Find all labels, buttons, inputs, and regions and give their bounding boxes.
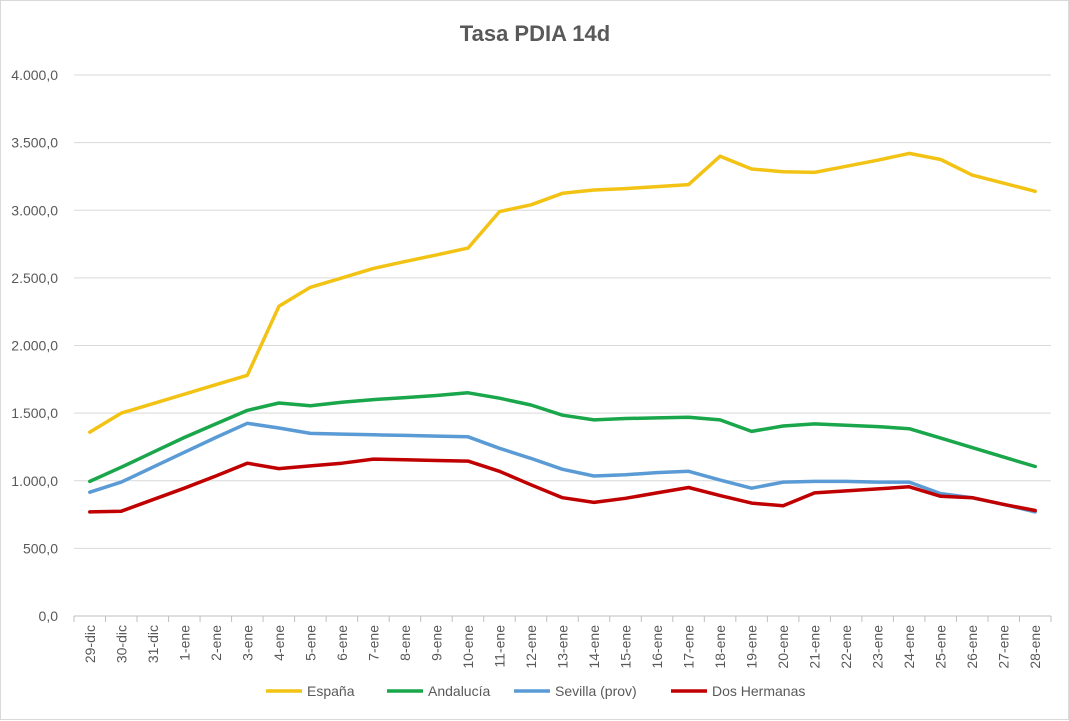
x-tick-label: 28-ene [1027,625,1043,669]
y-tick-label: 2.500,0 [11,270,58,286]
x-tick-label: 11-ene [491,625,507,668]
y-tick-label: 2.000,0 [11,338,58,354]
x-tick-label: 6-ene [334,625,350,661]
x-tick-label: 27-ene [996,625,1012,669]
legend: España Andalucía Sevilla (prov) Dos Hermana… [266,683,805,699]
x-axis: 29-dic 30-dic 31-dic 1-ene 2-ene 3-ene 4-ene 5-… [73,615,1052,669]
x-tick-label: 29-dic [82,625,98,663]
legend-label-sevilla-prov: Sevilla (prov) [555,683,637,699]
x-tick-label: 26-ene [964,625,980,669]
x-tick-label: 13-ene [555,625,571,669]
gridlines [74,74,1051,549]
x-tick-label: 12-ene [523,625,539,669]
y-tick-label: 3.500,0 [11,135,58,151]
x-tick-label: 1-ene [176,625,192,661]
x-tick-label: 25-ene [933,625,949,669]
series-lines [88,151,1037,514]
series-line-dos-hermanas [88,457,1037,514]
x-tick-label: 21-ene [807,625,823,669]
y-tick-label: 500,0 [23,540,58,556]
y-tick-label: 4.000,0 [11,67,58,83]
chart-title: Tasa PDIA 14d [460,21,610,46]
x-tick-label: 17-ene [681,625,697,669]
x-tick-label: 5-ene [302,625,318,661]
x-tick-label: 3-ene [239,625,255,661]
x-tick-label: 22-ene [838,625,854,669]
y-tick-label: 1.500,0 [11,405,58,421]
x-tick-label: 9-ene [428,625,444,661]
x-tick-label: 24-ene [901,625,917,669]
legend-label-espana: España [307,683,355,699]
series-line-espana [88,151,1037,434]
series-line-sevilla-prov [88,421,1037,514]
x-tick-label: 8-ene [397,625,413,661]
legend-label-andalucia: Andalucía [428,683,490,699]
x-tick-label: 31-dic [145,625,161,663]
x-tick-label: 19-ene [744,625,760,669]
x-tick-label: 10-ene [460,625,476,669]
x-tick-label: 18-ene [712,625,728,669]
y-axis: 0,0 500,0 1.000,0 1.500,0 2.000,0 2.500,0 3.00… [11,67,58,624]
x-tick-label: 23-ene [870,625,886,669]
x-tick-label: 4-ene [271,625,287,661]
x-tick-label: 2-ene [208,625,224,661]
x-tick-label: 7-ene [365,625,381,661]
y-tick-label: 0,0 [39,608,59,624]
y-tick-label: 3.000,0 [11,202,58,218]
legend-label-dos-hermanas: Dos Hermanas [712,683,805,699]
y-tick-label: 1.000,0 [11,473,58,489]
x-tick-label: 14-ene [586,625,602,669]
x-tick-label: 30-dic [113,625,129,663]
x-tick-label: 16-ene [649,625,665,669]
series-line-andalucia [88,391,1037,484]
x-tick-label: 20-ene [775,625,791,669]
x-tick-label: 15-ene [618,625,634,669]
